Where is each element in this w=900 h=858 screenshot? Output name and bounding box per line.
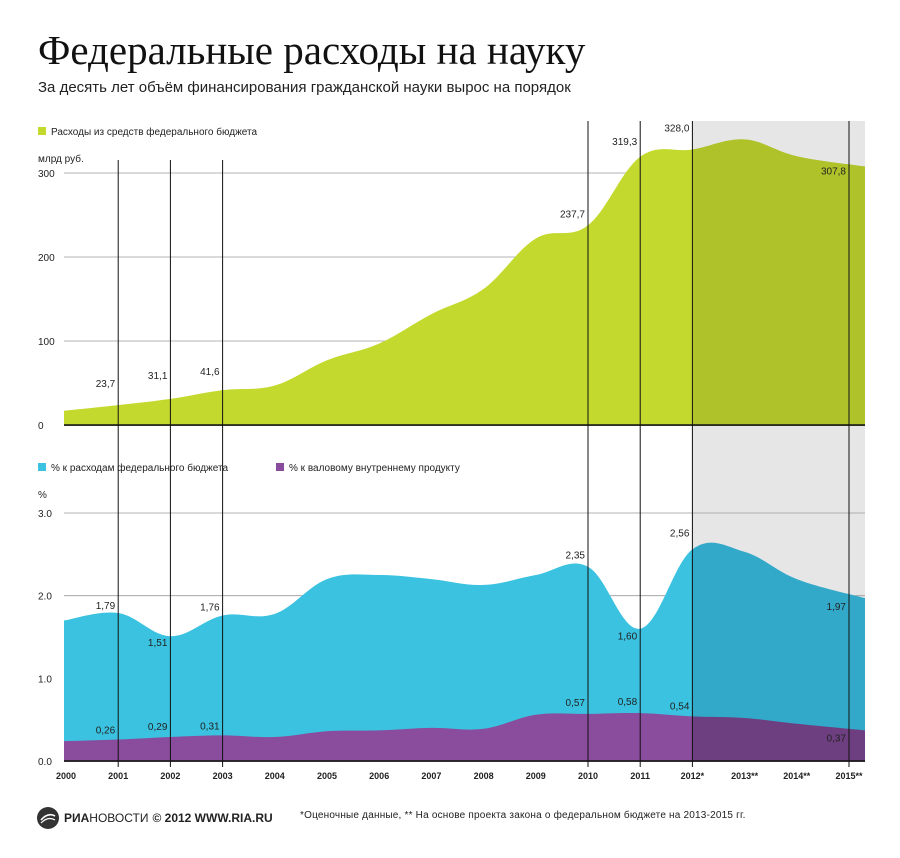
pct-gdp-area xyxy=(64,712,693,761)
x-tick-label: 2001 xyxy=(108,771,128,781)
pct-budget-data-label: 2,35 xyxy=(566,551,586,562)
pct-budget-data-label: 1,97 xyxy=(827,602,847,613)
pct-budget-data-label: 2,56 xyxy=(670,528,690,539)
bottom-y-tick-label: 2.0 xyxy=(38,592,52,603)
budget-legend-label: Расходы из средств федерального бюджета xyxy=(51,126,258,138)
pct-gdp-legend-swatch xyxy=(276,463,284,471)
budget-data-label: 31,1 xyxy=(148,371,168,382)
budget-legend-swatch xyxy=(38,127,46,135)
x-tick-label: 2002 xyxy=(160,771,180,781)
budget-data-label: 237,7 xyxy=(560,209,585,220)
pct-gdp-data-label: 0,29 xyxy=(148,722,168,733)
pct-budget-area-forecast xyxy=(692,542,865,761)
area-layer xyxy=(64,139,865,762)
budget-area xyxy=(64,149,693,425)
pct-budget-data-label: 1,79 xyxy=(96,601,116,612)
budget-data-label: 328,0 xyxy=(664,123,689,134)
ria-logo: РИАНОВОСТИ © 2012 WWW.RIA.RU xyxy=(36,806,273,830)
pct-gdp-area-forecast xyxy=(692,716,865,761)
top-y-axis-label: млрд руб. xyxy=(38,153,84,165)
bottom-y-tick-label: 1.0 xyxy=(38,674,52,685)
budget-area-forecast xyxy=(692,139,865,425)
x-tick-label: 2000 xyxy=(56,771,76,781)
page-subtitle: За десять лет объём финансирования гражд… xyxy=(38,79,571,96)
top-y-tick-label: 200 xyxy=(38,253,55,264)
pct-gdp-data-label: 0,26 xyxy=(96,726,116,737)
pct-budget-data-label: 1,60 xyxy=(618,632,638,643)
pct-gdp-data-label: 0,54 xyxy=(670,701,690,712)
ria-logo-text: РИАНОВОСТИ xyxy=(64,811,149,825)
budget-data-label: 319,3 xyxy=(612,137,637,148)
x-tick-label: 2004 xyxy=(265,771,285,781)
pct-budget-legend-swatch xyxy=(38,463,46,471)
pct-budget-legend-label: % к расходам федерального бюджета xyxy=(51,462,228,474)
top-y-tick-label: 0 xyxy=(38,421,44,432)
pct-gdp-data-label: 0,58 xyxy=(618,697,638,708)
x-tick-label: 2014** xyxy=(783,771,811,781)
top-y-tick-label: 300 xyxy=(38,169,55,180)
pct-gdp-legend-label: % к валовому внутреннему продукту xyxy=(289,463,460,474)
bottom-y-axis-label: % xyxy=(38,490,47,501)
bottom-y-tick-label: 3.0 xyxy=(38,509,52,520)
x-tick-label: 2010 xyxy=(578,771,598,781)
footnote: *Оценочные данные, ** На основе проекта … xyxy=(300,810,746,821)
x-tick-label: 2008 xyxy=(474,771,494,781)
top-y-tick-label: 100 xyxy=(38,337,55,348)
copyright: © 2012 WWW.RIA.RU xyxy=(152,811,273,825)
pct-budget-data-label: 1,51 xyxy=(148,638,168,649)
x-tick-label: 2015** xyxy=(835,771,863,781)
ria-logo-icon xyxy=(37,807,59,829)
data-label-layer: 23,7 31,1 41,6 237,7 319,3 328,0 307,8 1,79 1,51… xyxy=(96,123,847,744)
axis-layer: 0 100 200 300 0.0 1.0 2.0 3.0 млрд руб.% 2000 2001… xyxy=(38,153,863,781)
page-title: Федеральные расходы на науку xyxy=(38,27,586,73)
x-tick-label: 2003 xyxy=(213,771,233,781)
pct-gdp-data-label: 0,57 xyxy=(566,698,586,709)
budget-data-label: 41,6 xyxy=(200,367,220,378)
x-tick-label: 2013** xyxy=(731,771,759,781)
x-tick-label: 2007 xyxy=(421,771,441,781)
pct-gdp-data-label: 0,37 xyxy=(827,733,847,744)
chart-canvas: 0 100 200 300 0.0 1.0 2.0 3.0 млрд руб.% 2000 2001… xyxy=(38,121,865,781)
x-tick-label: 2006 xyxy=(369,771,389,781)
x-tick-label: 2012* xyxy=(681,771,705,781)
x-tick-label: 2011 xyxy=(630,771,650,781)
year-marker-layer xyxy=(117,121,850,767)
pct-budget-area xyxy=(64,549,693,761)
budget-data-label: 307,8 xyxy=(821,166,846,177)
x-tick-label: 2005 xyxy=(317,771,337,781)
budget-data-label: 23,7 xyxy=(96,379,116,390)
pct-gdp-data-label: 0,31 xyxy=(200,721,220,732)
legend-layer: Расходы из средств федерального бюджета%… xyxy=(38,126,460,474)
x-tick-label: 2009 xyxy=(526,771,546,781)
pct-budget-data-label: 1,76 xyxy=(200,603,220,614)
bottom-y-tick-label: 0.0 xyxy=(38,757,52,768)
